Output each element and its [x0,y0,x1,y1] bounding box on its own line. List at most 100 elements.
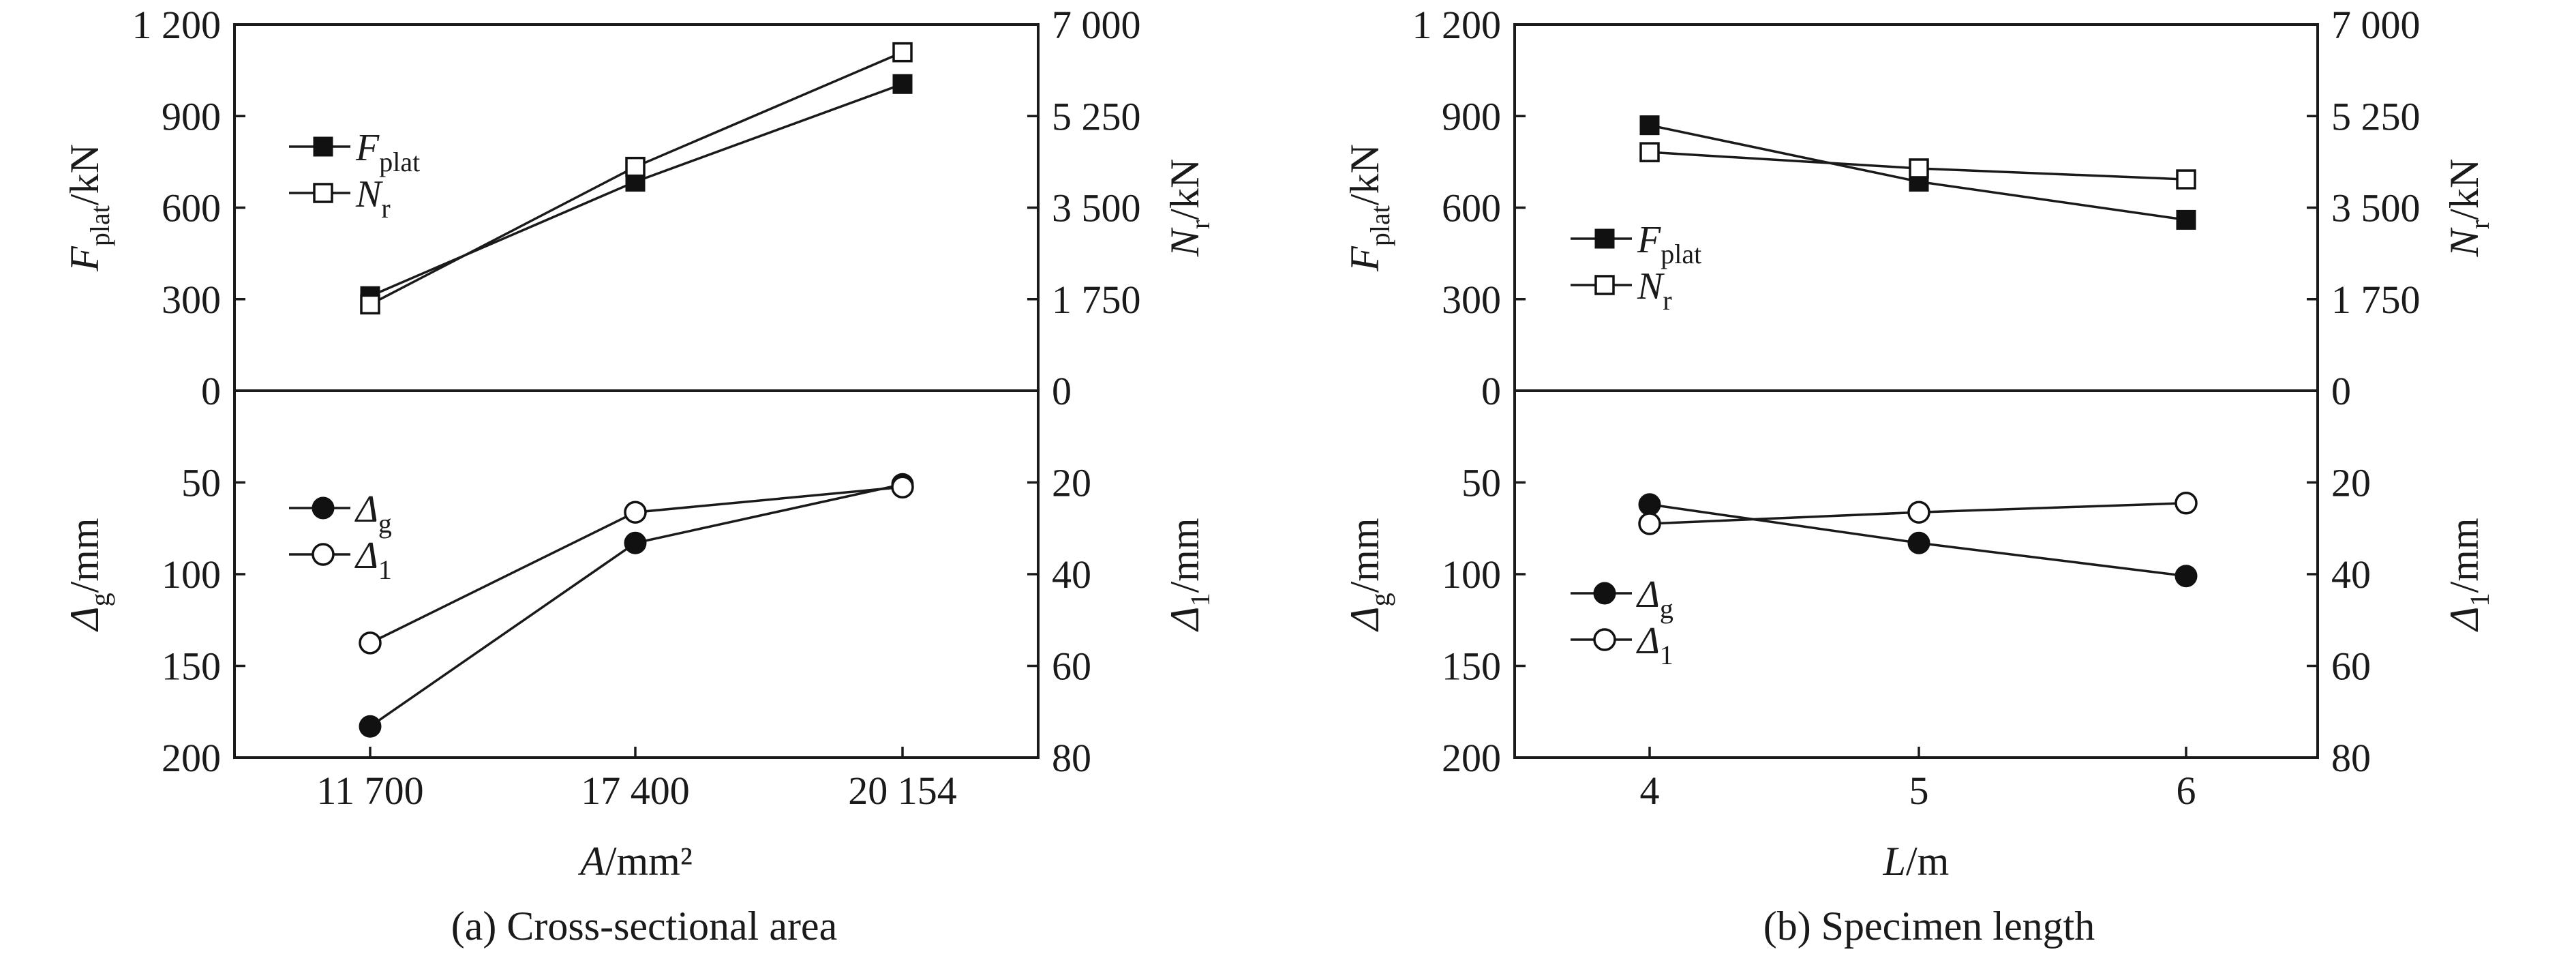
data-point [1638,512,1661,535]
data-point [359,715,382,738]
y-axis-label-right-lower: Δ1/mm [2442,518,2495,631]
y-tick-label-right: 20 [2331,461,2371,505]
y-tick-label-left: 50 [1461,461,1501,505]
legend-marker [313,136,333,157]
data-point [892,42,913,63]
y-axis-label-left-upper: Fplat/kN [1342,144,1395,272]
y-tick-label-left: 0 [201,369,221,413]
legend-label-subscript: 1 [1660,640,1673,670]
x-axis-label-symbol: A [577,839,605,884]
legend-marker [1593,628,1616,651]
y-axis-label-left-upper-subscript: plat [85,205,115,246]
legend-label: Nr [355,173,391,224]
y-tick-label-right: 80 [2331,736,2371,780]
y-axis-label-right-lower-symbol: Δ [1162,606,1207,631]
legend-label-subscript: r [1663,285,1671,316]
legend-label-symbol: Δ [1636,620,1660,662]
data-point [625,156,646,177]
data-point [360,294,380,315]
x-tick-label: 17 400 [581,769,690,813]
y-axis-label-right-upper-symbol: N [1162,227,1207,257]
legend-marker [312,496,335,520]
y-tick-label-right: 1 750 [1052,278,1141,322]
y-axis-label-left-upper: Fplat/kN [62,144,115,272]
legend-label: Fplat [1637,219,1701,269]
legend-label-symbol: Δ [1636,573,1660,616]
y-axis-label-right-lower: Δ1/mm [1162,518,1215,631]
x-tick-label: 4 [1640,769,1660,813]
x-tick-label: 5 [1909,769,1929,813]
y-axis-label-right-upper-unit: /kN [1162,159,1207,220]
y-tick-label-left: 1 200 [132,3,222,47]
y-tick-label-right: 0 [1052,369,1072,413]
y-tick-label-right: 60 [2331,644,2371,689]
data-point [1639,142,1660,162]
y-axis-label-right-upper: Nr/kN [2442,159,2495,257]
y-axis-label-right-upper-subscript: r [2464,220,2495,229]
legend-label-subscript: 1 [378,554,392,585]
y-axis-label-right-lower-subscript: 1 [2464,593,2495,606]
chart-panel-a: 0 300 600 900 1 200 0 1 750 3 500 5 250 7 000 50 10… [62,3,1215,949]
y-tick-label-right: 3 500 [2331,186,2421,230]
y-axis-label-right-upper-subscript: r [1185,220,1215,229]
legend-label: Fplat [355,127,420,177]
data-point [1907,501,1930,524]
y-axis-label-left-upper-symbol: F [62,245,107,272]
legend-label: Δg [354,488,392,539]
y-tick-label-left: 150 [1442,644,1501,689]
data-point [1907,531,1930,554]
panel-caption: (b) Specimen length [1763,904,2095,949]
y-tick-label-left: 200 [162,736,221,780]
legend-label-subscript: r [381,193,390,224]
y-axis-label-right-lower-subscript: 1 [1185,593,1215,606]
legend-marker [1594,275,1615,295]
data-point [624,531,647,554]
legend-label-symbol: Δ [354,535,378,577]
y-axis-label-right-upper-unit: /kN [2442,159,2487,220]
y-axis-label-left-lower: Δg/mm [62,518,115,631]
y-axis-label-left-upper-unit: /kN [1342,144,1387,205]
x-tick-label: 6 [2177,769,2196,813]
x-axis-label-unit: /mm² [605,839,693,884]
y-tick-label-left: 1 200 [1412,3,1502,47]
y-tick-label-left: 900 [1442,94,1501,138]
legend-marker [1593,582,1616,605]
y-tick-label-left: 100 [1442,552,1501,597]
legend-label: Δ1 [1636,620,1673,670]
y-axis-label-left-lower-subscript: g [85,593,115,606]
y-axis-label-left-upper-subscript: plat [1365,205,1395,246]
y-tick-label-right: 7 000 [1052,3,1141,47]
y-axis-label-left-lower-symbol: Δ [62,606,107,631]
data-point [1909,158,1929,179]
x-axis-label-unit: /m [1906,839,1949,884]
data-point [2175,492,2198,515]
y-axis-label-right-upper-symbol: N [2442,227,2487,257]
legend-label: Δg [1636,573,1673,624]
legend-label-symbol: N [1637,265,1665,308]
y-tick-label-left: 300 [1442,278,1501,322]
legend-label-symbol: Δ [354,488,378,531]
legend-label: Δ1 [354,535,392,585]
data-point [624,501,647,524]
data-point [892,74,913,94]
y-axis-label-left-lower-unit: /mm [1342,518,1387,593]
x-tick-label: 11 700 [316,769,423,813]
y-tick-label-left: 50 [181,461,221,505]
x-tick-label: 20 154 [848,769,957,813]
y-axis-label-right-upper: Nr/kN [1162,159,1215,257]
y-tick-label-right: 3 500 [1052,186,1141,230]
legend-label: Nr [1637,265,1672,316]
data-point [2175,565,2198,588]
y-axis-label-left-lower-unit: /mm [62,518,107,593]
y-tick-label-right: 5 250 [1052,94,1141,138]
y-tick-label-right: 5 250 [2331,94,2421,138]
y-tick-label-right: 40 [2331,552,2371,597]
y-axis-label-left-lower: Δg/mm [1342,518,1395,631]
y-tick-label-left: 0 [1481,369,1501,413]
legend-marker [312,543,335,566]
legend-label-symbol: F [355,127,380,169]
data-point [2176,209,2196,230]
y-axis-label-left-upper-symbol: F [1342,245,1387,272]
y-tick-label-right: 80 [1052,736,1091,780]
